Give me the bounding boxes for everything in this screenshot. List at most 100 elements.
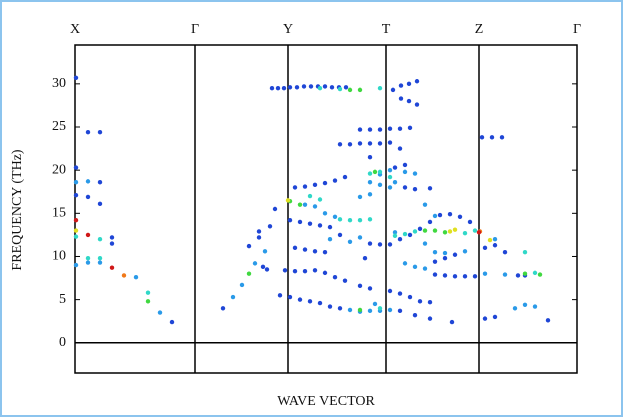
point xyxy=(230,294,236,300)
point xyxy=(427,316,433,321)
point xyxy=(406,98,412,104)
point xyxy=(489,135,495,140)
point xyxy=(73,192,79,198)
point xyxy=(302,202,308,207)
point xyxy=(442,250,448,256)
point xyxy=(362,256,368,261)
point xyxy=(317,223,323,228)
point xyxy=(427,219,433,225)
point xyxy=(347,307,353,313)
point xyxy=(442,256,448,261)
point xyxy=(133,274,139,280)
point xyxy=(402,231,408,237)
point xyxy=(452,227,458,232)
point xyxy=(73,218,79,223)
point xyxy=(73,75,79,81)
y-tick-label: 15 xyxy=(52,206,66,221)
point xyxy=(85,256,91,261)
point xyxy=(367,180,373,185)
point xyxy=(447,211,453,217)
point xyxy=(522,271,528,276)
point xyxy=(472,274,478,279)
point xyxy=(467,219,473,225)
point xyxy=(502,272,508,277)
point xyxy=(377,182,383,188)
point xyxy=(337,217,343,222)
point xyxy=(297,202,303,207)
point xyxy=(392,233,398,238)
point xyxy=(377,306,383,311)
y-tick-label: 30 xyxy=(52,76,66,91)
y-tick-label: 5 xyxy=(59,292,66,307)
point xyxy=(398,96,404,101)
point xyxy=(297,219,303,225)
x-tick-label: T xyxy=(382,22,391,37)
point xyxy=(452,274,458,279)
point xyxy=(297,297,303,302)
point xyxy=(462,249,468,254)
point xyxy=(476,230,482,235)
point xyxy=(492,243,498,248)
point xyxy=(387,174,393,180)
point xyxy=(145,299,151,304)
point xyxy=(275,85,281,91)
point xyxy=(492,237,498,242)
point xyxy=(398,83,404,88)
point xyxy=(307,193,313,199)
point xyxy=(515,273,521,278)
point xyxy=(322,211,328,216)
point xyxy=(85,194,91,200)
point xyxy=(402,185,408,190)
point xyxy=(367,192,373,197)
point xyxy=(482,316,488,321)
point xyxy=(292,268,298,274)
point xyxy=(246,243,252,249)
point xyxy=(317,300,323,306)
point xyxy=(367,127,373,132)
point xyxy=(472,228,478,233)
point xyxy=(422,228,428,233)
point xyxy=(387,288,393,294)
point xyxy=(412,264,418,270)
point xyxy=(256,229,262,234)
point xyxy=(397,126,403,131)
point xyxy=(322,180,328,186)
point xyxy=(437,212,443,218)
point xyxy=(406,81,412,87)
point xyxy=(412,171,418,176)
point xyxy=(357,87,363,93)
point xyxy=(392,165,398,170)
y-tick-label: 25 xyxy=(52,119,66,134)
point xyxy=(390,87,396,93)
point xyxy=(97,237,103,242)
point xyxy=(357,307,363,313)
point xyxy=(397,237,403,242)
point xyxy=(357,218,363,223)
point xyxy=(97,260,103,265)
point xyxy=(73,234,79,239)
point xyxy=(367,141,373,146)
point xyxy=(417,299,423,304)
point xyxy=(417,226,423,232)
point xyxy=(357,235,363,240)
point xyxy=(239,282,245,288)
point xyxy=(377,85,383,91)
point xyxy=(327,304,333,309)
point xyxy=(97,256,103,261)
point xyxy=(522,249,528,255)
point xyxy=(367,171,373,176)
point xyxy=(287,85,293,90)
point xyxy=(246,271,252,276)
point xyxy=(272,206,278,212)
point xyxy=(327,237,333,242)
point xyxy=(169,319,175,325)
point xyxy=(412,312,418,318)
point xyxy=(302,184,308,189)
point xyxy=(287,294,293,300)
point xyxy=(367,286,373,291)
point xyxy=(432,272,438,277)
point xyxy=(282,268,288,273)
y-tick-label: 0 xyxy=(59,335,66,350)
point xyxy=(347,239,353,244)
point xyxy=(422,241,428,246)
